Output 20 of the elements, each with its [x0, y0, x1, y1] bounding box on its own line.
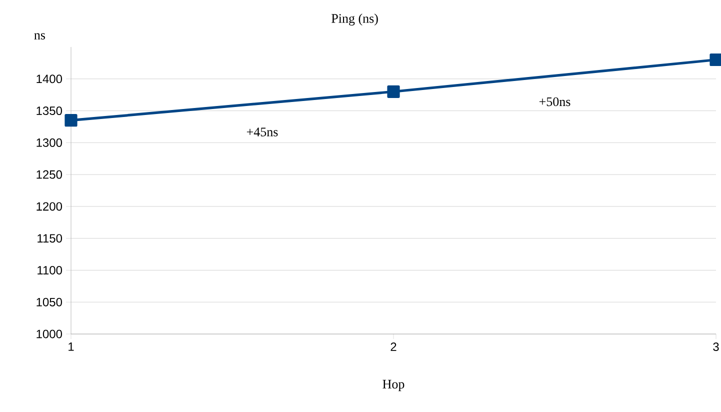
x-tick-label: 2	[390, 342, 396, 351]
x-axis-title: Hop	[382, 380, 404, 392]
annotation: +45ns	[246, 128, 278, 136]
y-tick-label: 1300	[36, 138, 62, 147]
point	[64, 114, 78, 127]
x-tick-label: 1	[68, 342, 74, 351]
y-tick-label: 1350	[36, 106, 62, 116]
y-tick-label: 1050	[36, 298, 62, 306]
y-tick-label: 1100	[38, 266, 62, 274]
y-tick-label: 1150	[38, 234, 62, 243]
y-tick-label: 1200	[36, 202, 62, 211]
point	[387, 85, 400, 98]
y-axis-title: ns	[34, 33, 46, 40]
x-tick-label: 3	[713, 342, 719, 352]
y-tick-label: 1400	[36, 74, 62, 84]
annotation: +50ns	[539, 97, 570, 106]
point	[710, 53, 721, 66]
y-tick-label: 1250	[36, 170, 62, 179]
y-tick-label: 1000	[36, 330, 62, 338]
chart-title: Ping (ns)	[332, 14, 378, 26]
